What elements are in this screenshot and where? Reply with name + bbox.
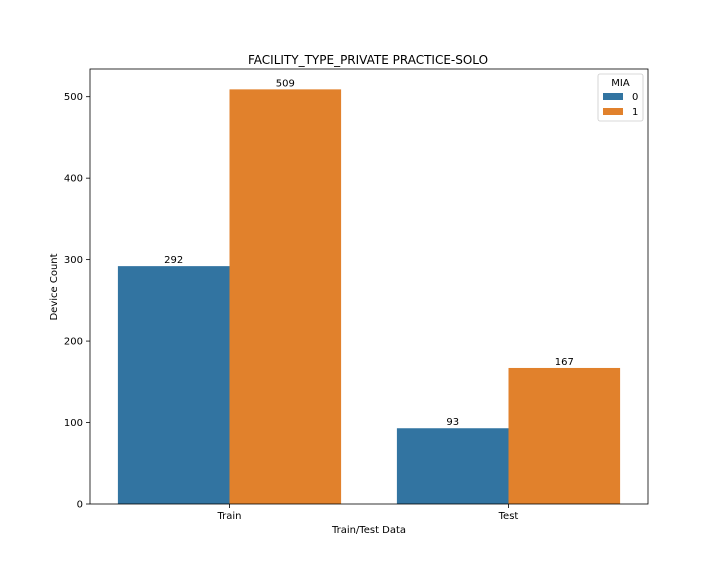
data-label: 93 (446, 417, 459, 428)
data-label: 509 (276, 78, 295, 89)
legend-swatch-0 (603, 93, 623, 100)
legend-swatch-1 (603, 108, 623, 115)
legend-title: MIA (611, 78, 630, 89)
bar-test-mia-1 (508, 367, 621, 504)
y-tick-label: 400 (64, 174, 83, 185)
bar-train-mia-1 (229, 89, 342, 504)
x-tick-label: Test (498, 511, 519, 522)
bar-test-mia-0 (396, 428, 509, 504)
y-tick-label: 500 (64, 92, 83, 103)
data-label: 292 (164, 255, 183, 266)
plot-frame (89, 68, 649, 505)
y-tick-label: 200 (64, 337, 83, 348)
y-tick-label: 100 (64, 418, 83, 429)
x-tick-label: Train (217, 511, 242, 522)
x-axis-label: Train/Test Data (331, 525, 406, 536)
y-axis-label: Device Count (49, 253, 60, 320)
chart-title: FACILITY_TYPE_PRIVATE PRACTICE-SOLO (248, 53, 488, 67)
bar-train-mia-0 (117, 266, 230, 504)
y-tick-label: 300 (64, 255, 83, 266)
legend-label: 0 (632, 92, 638, 103)
plot-area: 292 509 Train 93 167 Test 0 100 200 300 400 500 (64, 68, 649, 522)
data-label: 167 (555, 357, 574, 368)
y-tick-label: 0 (77, 500, 83, 511)
legend-label: 1 (632, 107, 638, 118)
